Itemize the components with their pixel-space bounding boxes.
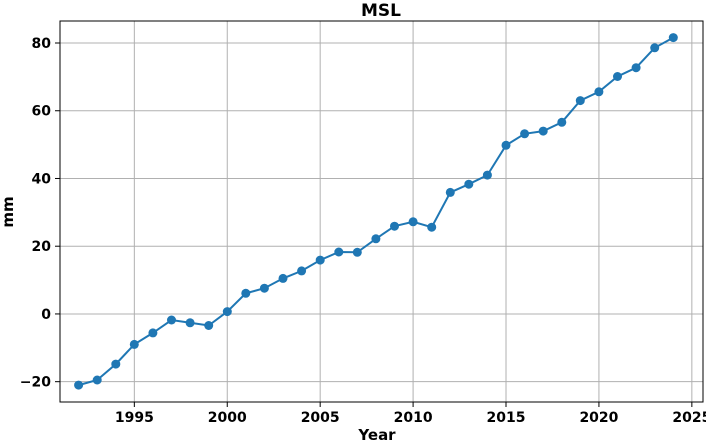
data-point	[278, 273, 288, 283]
data-point	[334, 247, 344, 257]
data-point	[538, 126, 548, 136]
y-tick-label: 40	[32, 171, 52, 187]
data-point	[501, 140, 511, 150]
data-point	[74, 380, 84, 390]
x-tick-label: 1995	[115, 410, 154, 426]
data-point	[464, 179, 474, 189]
data-point	[520, 129, 530, 139]
data-point	[315, 255, 325, 265]
data-point	[352, 247, 362, 257]
data-point	[297, 266, 307, 276]
data-point	[650, 43, 660, 53]
data-point	[204, 321, 214, 330]
data-point	[408, 217, 418, 227]
data-point	[575, 96, 585, 106]
x-tick-label: 2015	[487, 410, 526, 426]
data-point	[427, 222, 437, 232]
y-tick-label: 60	[32, 104, 52, 120]
y-tick-label: 80	[32, 36, 52, 52]
y-tick-label: 0	[41, 307, 51, 323]
data-point	[482, 170, 492, 180]
x-axis-label: Year	[357, 426, 396, 442]
y-tick-label: −20	[20, 375, 51, 391]
x-tick-label: 2010	[394, 410, 433, 426]
x-tick-label: 2020	[579, 410, 618, 426]
plot-frame	[59, 20, 704, 403]
chart-title: MSL	[361, 1, 401, 21]
x-axis-ticks: 1995 2000 2005 2010 2015 2020 2025	[115, 402, 706, 426]
data-point	[668, 33, 678, 43]
data-point	[557, 117, 567, 127]
data-point	[129, 339, 139, 349]
data-point	[111, 359, 121, 369]
data-point	[631, 63, 641, 73]
x-tick-label: 2000	[208, 410, 247, 426]
data-point	[148, 328, 158, 338]
data-point	[445, 187, 455, 197]
data-point	[92, 375, 102, 385]
data-point	[371, 234, 381, 244]
y-axis-label: mm	[0, 196, 17, 227]
data-point	[167, 315, 176, 325]
data-point	[222, 307, 232, 317]
y-tick-label: 20	[32, 239, 52, 255]
grid-lines	[60, 21, 703, 402]
x-tick-label: 2025	[672, 410, 706, 426]
data-point	[390, 221, 399, 231]
data-point	[613, 72, 622, 81]
data-point	[259, 283, 269, 293]
data-points	[74, 33, 678, 390]
x-tick-label: 2005	[301, 410, 340, 426]
data-point	[185, 318, 195, 328]
data-point	[241, 288, 251, 298]
y-axis-ticks: −20 0 20 40 60 80	[20, 36, 60, 391]
series-line	[78, 36, 674, 387]
data-point	[594, 87, 604, 97]
